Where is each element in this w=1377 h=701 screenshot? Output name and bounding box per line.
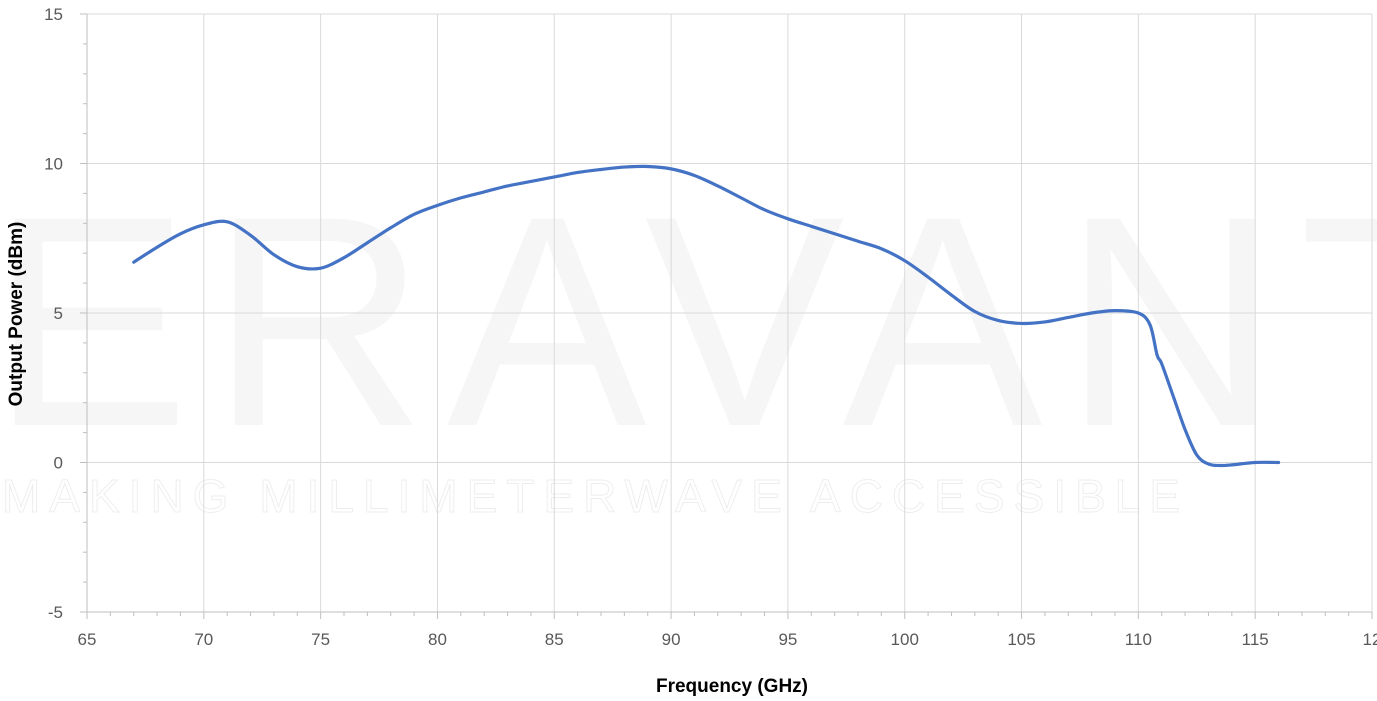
x-tick-label: 100 — [891, 630, 919, 649]
watermark: ERAVANT MAKING MILLIMETERWAVE ACCESSIBLE — [0, 153, 1377, 523]
x-tick-label: 80 — [428, 630, 447, 649]
series-line-output-power — [132, 164, 1281, 468]
x-tick-label: 75 — [311, 630, 330, 649]
x-tick-label: 12 — [1363, 630, 1377, 649]
y-tick-label: 0 — [54, 454, 63, 473]
x-tick-label: 70 — [194, 630, 213, 649]
series — [132, 164, 1281, 468]
x-tick-label: 65 — [78, 630, 97, 649]
x-axis-title: Frequency (GHz) — [656, 676, 808, 696]
y-axis-title: Output Power (dBm) — [6, 222, 27, 407]
x-tick-label: 105 — [1007, 630, 1035, 649]
x-tick-label: 85 — [545, 630, 564, 649]
x-tick-label: 95 — [778, 630, 797, 649]
watermark-brand: ERAVANT — [0, 153, 1377, 489]
x-tick-label: 110 — [1125, 630, 1152, 649]
grid — [87, 13, 1373, 612]
y-tick-label: 5 — [54, 304, 63, 323]
y-tick-label: -5 — [48, 603, 63, 622]
watermark-tagline: MAKING MILLIMETERWAVE ACCESSIBLE — [2, 470, 1189, 522]
x-tick-label: 90 — [662, 630, 681, 649]
y-tick-label: 10 — [44, 155, 63, 174]
x-tick-label: 115 — [1242, 630, 1269, 649]
axes — [80, 13, 1373, 619]
y-tick-label: 15 — [44, 5, 63, 24]
